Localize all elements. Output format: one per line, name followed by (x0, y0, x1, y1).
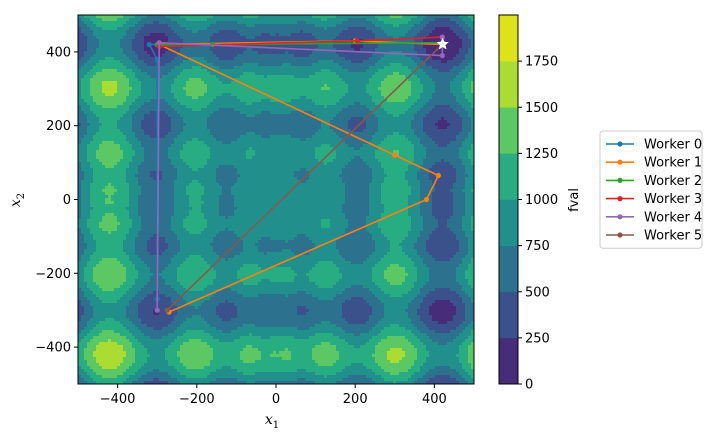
colorbar: 0 250 500 750 1000 1250 1500 1750 (498, 14, 558, 393)
legend-item-worker-0: Worker 0 (606, 138, 702, 153)
legend-item-worker-3: Worker 3 (606, 192, 702, 207)
colorbar-tick-label-2: 500 (525, 285, 550, 300)
data-point-worker-1-3 (392, 152, 398, 158)
legend-marker-worker-1 (617, 159, 623, 165)
data-point-worker-4-1 (156, 40, 162, 46)
x-tick-label-3: 200 (343, 392, 368, 407)
legend-marker-worker-3 (617, 196, 623, 202)
legend-label-worker-1: Worker 1 (644, 156, 702, 171)
x-tick-label-2: 0 (272, 392, 280, 407)
colorbar-band-5 (499, 107, 518, 154)
optimum-star-icon (436, 37, 450, 50)
colorbar-band-0 (499, 337, 518, 385)
legend-item-worker-5: Worker 5 (606, 229, 702, 244)
y-tick-label-3: 200 (46, 119, 71, 134)
x-axis-ticks: −400 −200 0 200 400 (100, 384, 447, 407)
legend-label-worker-5: Worker 5 (644, 229, 702, 244)
data-point-worker-4-2 (439, 52, 445, 59)
legend-label-worker-3: Worker 3 (644, 192, 702, 207)
legend-marker-worker-0 (617, 141, 623, 147)
colorbar-tick-label-6: 1500 (525, 101, 558, 116)
colorbar-tick-label-7: 1750 (525, 55, 558, 70)
colorbar-band-1 (499, 291, 518, 339)
data-point-worker-4-0 (154, 307, 160, 313)
x-tick-label-0: −400 (100, 392, 136, 407)
colorbar-tick-label-0: 0 (525, 378, 533, 393)
data-point-worker-3-1 (354, 38, 360, 44)
colorbar-band-3 (499, 199, 518, 246)
colorbar-label: fval (567, 188, 582, 212)
legend-item-worker-2: Worker 2 (606, 174, 702, 189)
series-line-worker-5 (166, 43, 443, 311)
optimum-marker (436, 37, 450, 50)
y-tick-label-0: −400 (35, 341, 71, 356)
legend-label-worker-2: Worker 2 (644, 174, 702, 189)
colorbar-tick-label-5: 1250 (525, 147, 558, 162)
y-axis-label: x2 (8, 193, 27, 207)
y-axis-ticks: −400 −200 0 200 400 (35, 45, 78, 356)
y-tick-label-4: 400 (46, 45, 71, 60)
colorbar-tick-label-1: 250 (525, 331, 550, 346)
data-point-worker-5-0 (164, 307, 170, 313)
colorbar-band-6 (499, 61, 518, 108)
data-point-worker-1-2 (435, 172, 441, 179)
legend: Worker 0 Worker 1 Worker 2 Worker 3 Worker 4… (599, 130, 703, 249)
legend-item-worker-1: Worker 1 (606, 156, 702, 171)
x-axis-label: x1 (265, 412, 279, 431)
legend-marker-worker-2 (617, 177, 623, 183)
series-line-worker-0 (147, 43, 158, 300)
legend-item-worker-4: Worker 4 (606, 210, 702, 225)
colorbar-tick-label-4: 1000 (525, 193, 558, 208)
colorbar-tick-label-3: 750 (525, 239, 550, 254)
colorbar-band-4 (499, 153, 518, 200)
data-point-worker-0-2 (146, 41, 152, 48)
legend-marker-worker-4 (617, 214, 623, 220)
colorbar-band-7 (499, 15, 518, 62)
legend-label-worker-4: Worker 4 (644, 210, 702, 225)
x-tick-label-4: 400 (422, 392, 447, 407)
x-tick-label-1: −200 (179, 392, 215, 407)
colorbar-band-2 (499, 245, 518, 293)
y-tick-label-1: −200 (35, 267, 71, 282)
legend-marker-worker-5 (617, 232, 623, 238)
y-tick-label-2: 0 (63, 193, 71, 208)
legend-label-worker-0: Worker 0 (644, 138, 702, 153)
legend-box (599, 130, 703, 249)
data-point-worker-1-1 (423, 196, 430, 203)
data-point-worker-4-3 (439, 34, 445, 40)
